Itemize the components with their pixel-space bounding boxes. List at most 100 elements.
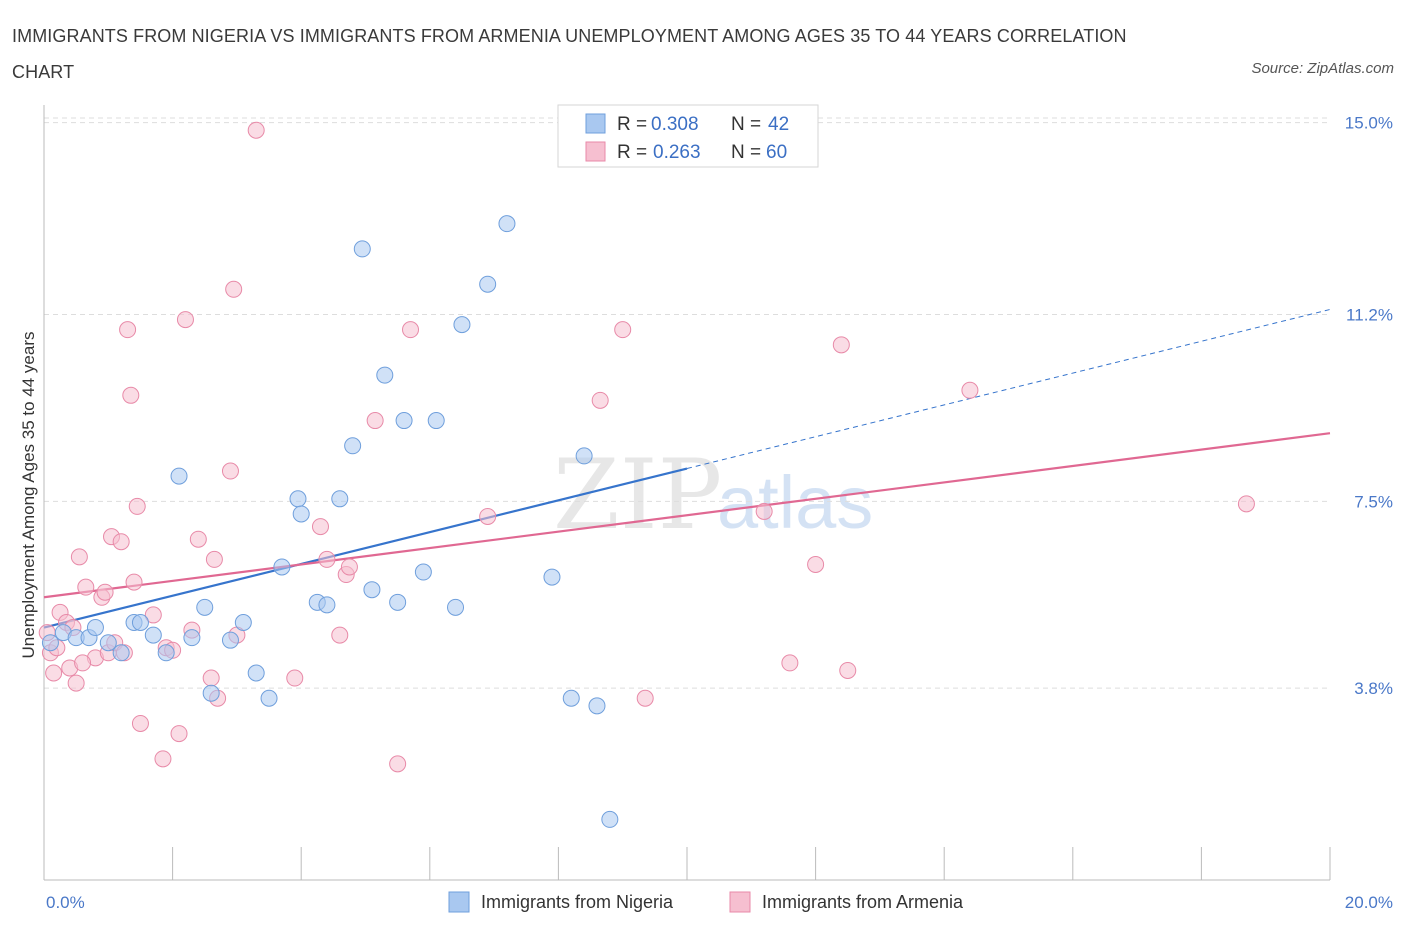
armenia-point bbox=[176, 311, 194, 329]
nigeria-trend-extension bbox=[686, 308, 1331, 470]
source-label: Source: ZipAtlas.com bbox=[1251, 60, 1394, 77]
nigeria-point bbox=[112, 644, 130, 662]
armenia-point bbox=[961, 381, 979, 399]
legend-n-value: 42 bbox=[768, 114, 789, 135]
armenia-point bbox=[479, 507, 497, 525]
nigeria-point bbox=[575, 447, 593, 465]
armenia-point bbox=[128, 497, 146, 515]
x-tick-label: 0.0% bbox=[46, 893, 85, 912]
armenia-point bbox=[832, 336, 850, 354]
armenia-point bbox=[247, 121, 265, 139]
nigeria-point bbox=[247, 664, 265, 682]
nigeria-point bbox=[260, 689, 278, 707]
nigeria-point bbox=[157, 644, 175, 662]
nigeria-point bbox=[588, 697, 606, 715]
armenia-point bbox=[189, 530, 207, 548]
armenia-point bbox=[202, 669, 220, 687]
armenia-point bbox=[45, 664, 63, 682]
armenia-point bbox=[112, 533, 130, 551]
nigeria-point bbox=[41, 634, 59, 652]
legend-n-value: 60 bbox=[766, 142, 787, 163]
nigeria-point bbox=[389, 593, 407, 611]
legend-n-label: N = bbox=[731, 114, 761, 135]
nigeria-point bbox=[427, 412, 445, 430]
nigeria-point bbox=[414, 563, 432, 581]
legend-r-label: R = bbox=[617, 114, 647, 135]
armenia-point bbox=[807, 555, 825, 573]
armenia-point bbox=[96, 583, 114, 601]
nigeria-point bbox=[453, 316, 471, 334]
armenia-point bbox=[122, 386, 140, 404]
legend-swatch-armenia bbox=[585, 141, 606, 162]
y-tick-label: 3.8% bbox=[1354, 679, 1393, 698]
legend-r-value: 0.263 bbox=[653, 142, 701, 163]
armenia-point bbox=[591, 391, 609, 409]
legend-r-label: R = bbox=[617, 142, 647, 163]
y-tick-label: 15.0% bbox=[1345, 114, 1393, 133]
legend-n-label: N = bbox=[731, 142, 761, 163]
legend-label-nigeria: Immigrants from Nigeria bbox=[481, 892, 674, 912]
nigeria-point bbox=[289, 490, 307, 508]
y-tick-label: 11.2% bbox=[1346, 306, 1393, 325]
armenia-point bbox=[77, 578, 95, 596]
nigeria-point bbox=[363, 581, 381, 599]
nigeria-point bbox=[292, 505, 310, 523]
armenia-point bbox=[839, 661, 857, 679]
x-axis-ticks bbox=[172, 847, 1331, 880]
armenia-point bbox=[614, 321, 632, 339]
nigeria-point bbox=[376, 366, 394, 384]
armenia-point bbox=[70, 548, 88, 566]
nigeria-point bbox=[498, 215, 516, 233]
armenia-trend-line bbox=[43, 432, 1331, 599]
nigeria-point bbox=[479, 275, 497, 293]
nigeria-point bbox=[196, 598, 214, 616]
stats-legend: R = 0.308 N = 42 R = 0.263 N = 60 bbox=[557, 104, 819, 168]
nigeria-point bbox=[318, 596, 336, 614]
data-points bbox=[38, 121, 1255, 828]
y-axis-title: Unemployment Among Ages 35 to 44 years bbox=[19, 332, 38, 659]
armenia-point bbox=[311, 518, 329, 536]
armenia-point bbox=[1237, 495, 1255, 513]
nigeria-point bbox=[183, 629, 201, 647]
legend-swatch-nigeria bbox=[448, 891, 470, 913]
armenia-point bbox=[331, 626, 349, 644]
nigeria-point bbox=[170, 467, 188, 485]
armenia-point bbox=[755, 502, 773, 520]
armenia-point bbox=[636, 689, 654, 707]
nigeria-point bbox=[144, 626, 162, 644]
armenia-point bbox=[205, 550, 223, 568]
nigeria-point bbox=[221, 631, 239, 649]
armenia-point bbox=[119, 321, 137, 339]
x-tick-label: 20.0% bbox=[1345, 893, 1393, 912]
nigeria-point bbox=[395, 412, 413, 430]
armenia-point bbox=[131, 714, 149, 732]
gridlines bbox=[44, 117, 1330, 689]
armenia-point bbox=[781, 654, 799, 672]
armenia-point bbox=[340, 558, 358, 576]
nigeria-trend-line bbox=[43, 467, 688, 629]
nigeria-point bbox=[543, 568, 561, 586]
armenia-point bbox=[389, 755, 407, 773]
armenia-point bbox=[318, 550, 336, 568]
legend-swatch-nigeria bbox=[585, 113, 606, 134]
nigeria-point bbox=[601, 810, 619, 828]
nigeria-point bbox=[353, 240, 371, 258]
series-legend: Immigrants from Nigeria Immigrants from … bbox=[448, 891, 964, 913]
armenia-point bbox=[170, 725, 188, 743]
chart-title: IMMIGRANTS FROM NIGERIA VS IMMIGRANTS FR… bbox=[12, 26, 1127, 82]
tick-labels: 3.8% 7.5% 11.2% 15.0% 0.0% 20.0% bbox=[46, 114, 1393, 912]
nigeria-point bbox=[562, 689, 580, 707]
armenia-point bbox=[286, 669, 304, 687]
armenia-point bbox=[366, 412, 384, 430]
armenia-point bbox=[74, 654, 92, 672]
armenia-point bbox=[154, 750, 172, 768]
nigeria-point bbox=[234, 614, 252, 632]
armenia-point bbox=[67, 674, 85, 692]
nigeria-point bbox=[202, 684, 220, 702]
armenia-point bbox=[125, 573, 143, 591]
y-tick-label: 7.5% bbox=[1354, 492, 1393, 511]
legend-r-value: 0.308 bbox=[651, 114, 699, 135]
nigeria-point bbox=[131, 614, 149, 632]
nigeria-point bbox=[86, 619, 104, 637]
